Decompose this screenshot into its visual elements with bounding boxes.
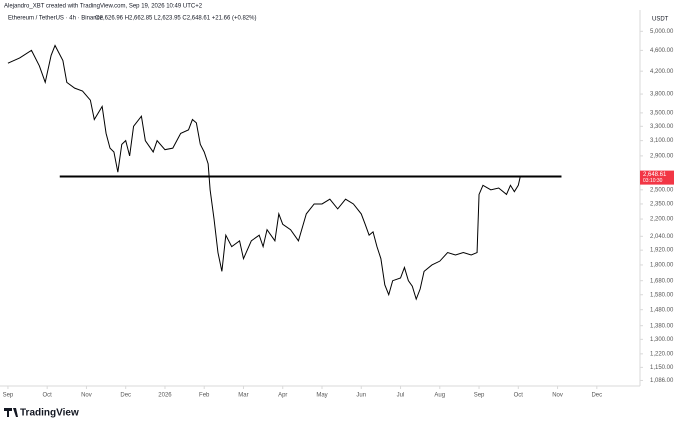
x-tick-label: Sep — [3, 393, 14, 399]
y-tick-label: 1,480.00 — [650, 307, 674, 313]
x-tick-label: Dec — [120, 393, 131, 399]
y-tick-label: 4,200.00 — [650, 69, 674, 75]
y-axis-label: USDT — [652, 17, 669, 23]
x-tick-label: Oct — [43, 393, 53, 399]
price-line — [7, 44, 521, 301]
y-tick-label: 2,900.00 — [650, 153, 674, 159]
y-tick-label: 1,580.00 — [650, 292, 674, 298]
y-tick-label: 1,680.00 — [650, 278, 674, 284]
author-line: Alejandro_XBT created with TradingView.c… — [4, 4, 203, 10]
ohlc-line: O2,626.96 H2,662.85 L2,623.95 C2,648.61 … — [95, 16, 256, 22]
last-price-label: 2,648.61 — [643, 172, 667, 178]
x-tick-label: Dec — [591, 393, 602, 399]
logo: TradingView — [4, 408, 79, 419]
x-tick-label: Sep — [474, 393, 485, 399]
y-tick-label: 3,500.00 — [650, 110, 674, 116]
y-tick-label: 1,800.00 — [650, 263, 674, 269]
y-tick-label: 2,200.00 — [650, 217, 674, 223]
last-price-box — [640, 170, 674, 185]
y-tick-label: 4,600.00 — [650, 48, 674, 54]
x-tick-label: May — [316, 393, 327, 399]
y-tick-label: 3,300.00 — [650, 124, 674, 130]
y-tick-label: 1,150.00 — [650, 365, 674, 371]
y-tick-label: 5,000.00 — [650, 29, 674, 35]
y-tick-label: 2,500.00 — [650, 187, 674, 193]
y-tick-label: 1,220.00 — [650, 351, 674, 357]
y-tick-label: 3,800.00 — [650, 92, 674, 98]
x-tick-label: Apr — [278, 393, 287, 399]
y-tick-label: 2,040.00 — [650, 234, 674, 240]
y-tick-label: 1,300.00 — [650, 337, 674, 343]
y-tick-label: 2,350.00 — [650, 202, 674, 208]
x-tick-label: Mar — [238, 393, 248, 399]
x-tick-label: Aug — [434, 393, 445, 399]
countdown-label: 03:10:30 — [643, 178, 663, 184]
logo-text: TradingView — [20, 408, 79, 419]
x-tick-label: Jun — [356, 393, 366, 399]
symbol-title: Ethereum / TetherUS · 4h · Binance — [8, 16, 104, 22]
y-tick-label: 1,380.00 — [650, 323, 674, 329]
x-tick-label: Nov — [552, 393, 563, 399]
x-tick-label: Jul — [397, 393, 405, 399]
logo-icon — [4, 408, 18, 417]
y-tick-label: 1,920.00 — [650, 248, 674, 254]
x-tick-label: Feb — [199, 393, 210, 399]
x-tick-label: 2026 — [158, 393, 172, 399]
x-tick-label: Oct — [514, 393, 524, 399]
x-tick-label: Nov — [81, 393, 92, 399]
y-tick-label: 1,086.00 — [650, 378, 674, 384]
y-tick-label: 3,100.00 — [650, 138, 674, 144]
